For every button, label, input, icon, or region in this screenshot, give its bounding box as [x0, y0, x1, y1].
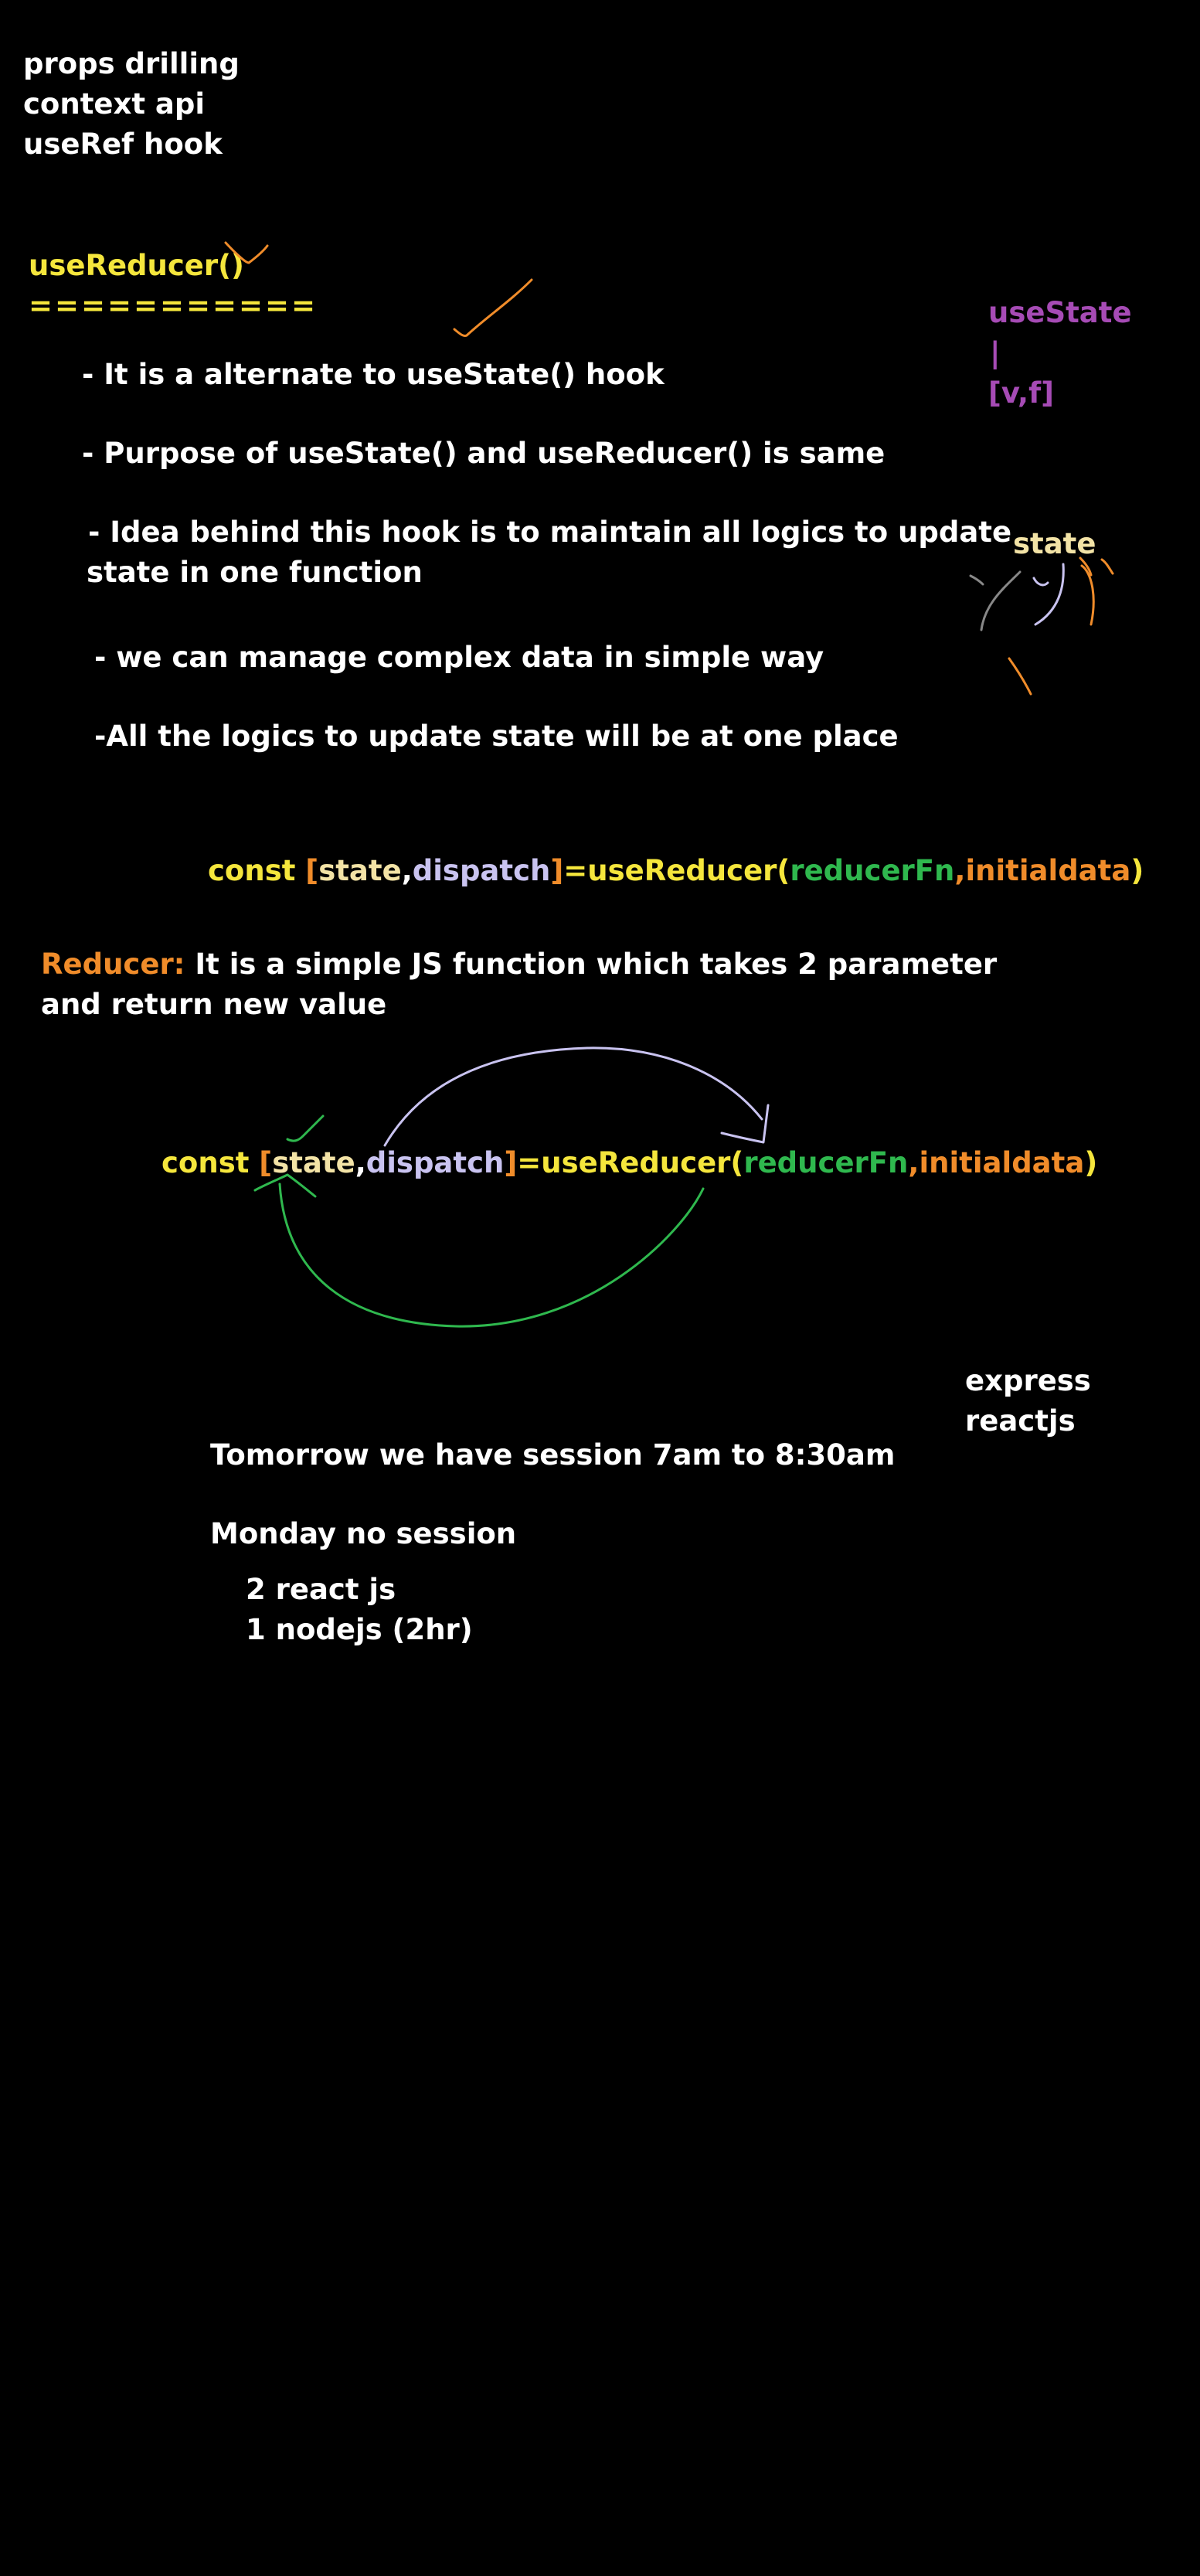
lavender-arrowhead — [720, 1104, 770, 1144]
schedule-react: 2 react js — [246, 1573, 396, 1606]
code-dispatch: dispatch — [365, 1146, 505, 1179]
bullet-one-place: -All the logics to update state will be … — [94, 720, 899, 753]
code-state: state — [318, 854, 402, 887]
code-open-bracket: [ — [305, 854, 319, 887]
reducer-def-line1: Reducer: It is a simple JS function whic… — [41, 944, 997, 985]
code-usereducer-call: =useReducer( — [517, 1146, 744, 1179]
side-usestate: useState — [988, 296, 1132, 329]
code-reducerfn: reducerFn — [790, 854, 955, 887]
reducer-label: Reducer: — [41, 948, 185, 981]
side-tuple: [v,f] — [988, 376, 1055, 410]
state-scribble-gray — [969, 574, 984, 586]
schedule-monday: Monday no session — [210, 1517, 517, 1550]
reducer-text: It is a simple JS function which takes 2… — [185, 948, 998, 981]
reducer-def-line2: and return new value — [41, 988, 387, 1021]
code-comma-2: , — [954, 854, 966, 887]
note-props-drilling: props drilling — [23, 47, 240, 80]
bullet-complex-data: - we can manage complex data in simple w… — [94, 641, 824, 674]
schedule-tomorrow: Tomorrow we have session 7am to 8:30am — [210, 1438, 896, 1472]
green-tick-small — [286, 1114, 325, 1142]
code-close-bracket: ] — [550, 854, 564, 887]
code-close-bracket: ] — [504, 1146, 518, 1179]
note-context-api: context api — [23, 87, 206, 121]
heading-usereducer: useReducer() — [29, 249, 244, 282]
code-usereducer-call: =useReducer( — [563, 854, 790, 887]
code-const: const — [208, 854, 306, 887]
heading-underline: =========== — [29, 289, 318, 322]
code-close-paren: ) — [1084, 1146, 1098, 1179]
code-reducerfn: reducerFn — [743, 1146, 909, 1179]
code-state: state — [272, 1146, 355, 1179]
orange-line — [1008, 657, 1032, 696]
bullet-purpose: - Purpose of useState() and useReducer()… — [82, 437, 886, 470]
green-return-arc — [278, 1183, 705, 1328]
code-const: const — [161, 1146, 260, 1179]
lavender-arc-arrow — [383, 1046, 763, 1147]
code-open-bracket: [ — [259, 1146, 273, 1179]
code-initialdata: initialdata — [965, 854, 1131, 887]
code-dispatch: dispatch — [412, 854, 551, 887]
side-bar: | — [990, 336, 1001, 369]
bullet-idea-line1: - Idea behind this hook is to maintain a… — [88, 516, 1012, 549]
code-comma-2: , — [908, 1146, 920, 1179]
code-line-2: const [state,dispatch]=useReducer(reduce… — [161, 1143, 1097, 1183]
state-scribble-orange — [1079, 556, 1114, 626]
note-useref-hook: useRef hook — [23, 128, 223, 161]
state-scribble-lavender — [1032, 563, 1065, 626]
code-line-1: const [state,dispatch]=useReducer(reduce… — [208, 851, 1144, 891]
code-comma: , — [401, 854, 413, 887]
note-reactjs: reactjs — [965, 1404, 1076, 1438]
orange-tick-2 — [453, 278, 533, 337]
note-express: express — [965, 1364, 1091, 1397]
code-close-paren: ) — [1130, 854, 1144, 887]
schedule-nodejs: 1 nodejs (2hr) — [246, 1613, 473, 1646]
bullet-idea-line2: state in one function — [87, 556, 423, 589]
code-comma: , — [355, 1146, 366, 1179]
side-state-label: state — [1013, 527, 1096, 560]
code-initialdata: initialdata — [919, 1146, 1085, 1179]
bullet-alternate: - It is a alternate to useState() hook — [82, 358, 665, 391]
state-scribble-gray-2 — [980, 570, 1022, 631]
